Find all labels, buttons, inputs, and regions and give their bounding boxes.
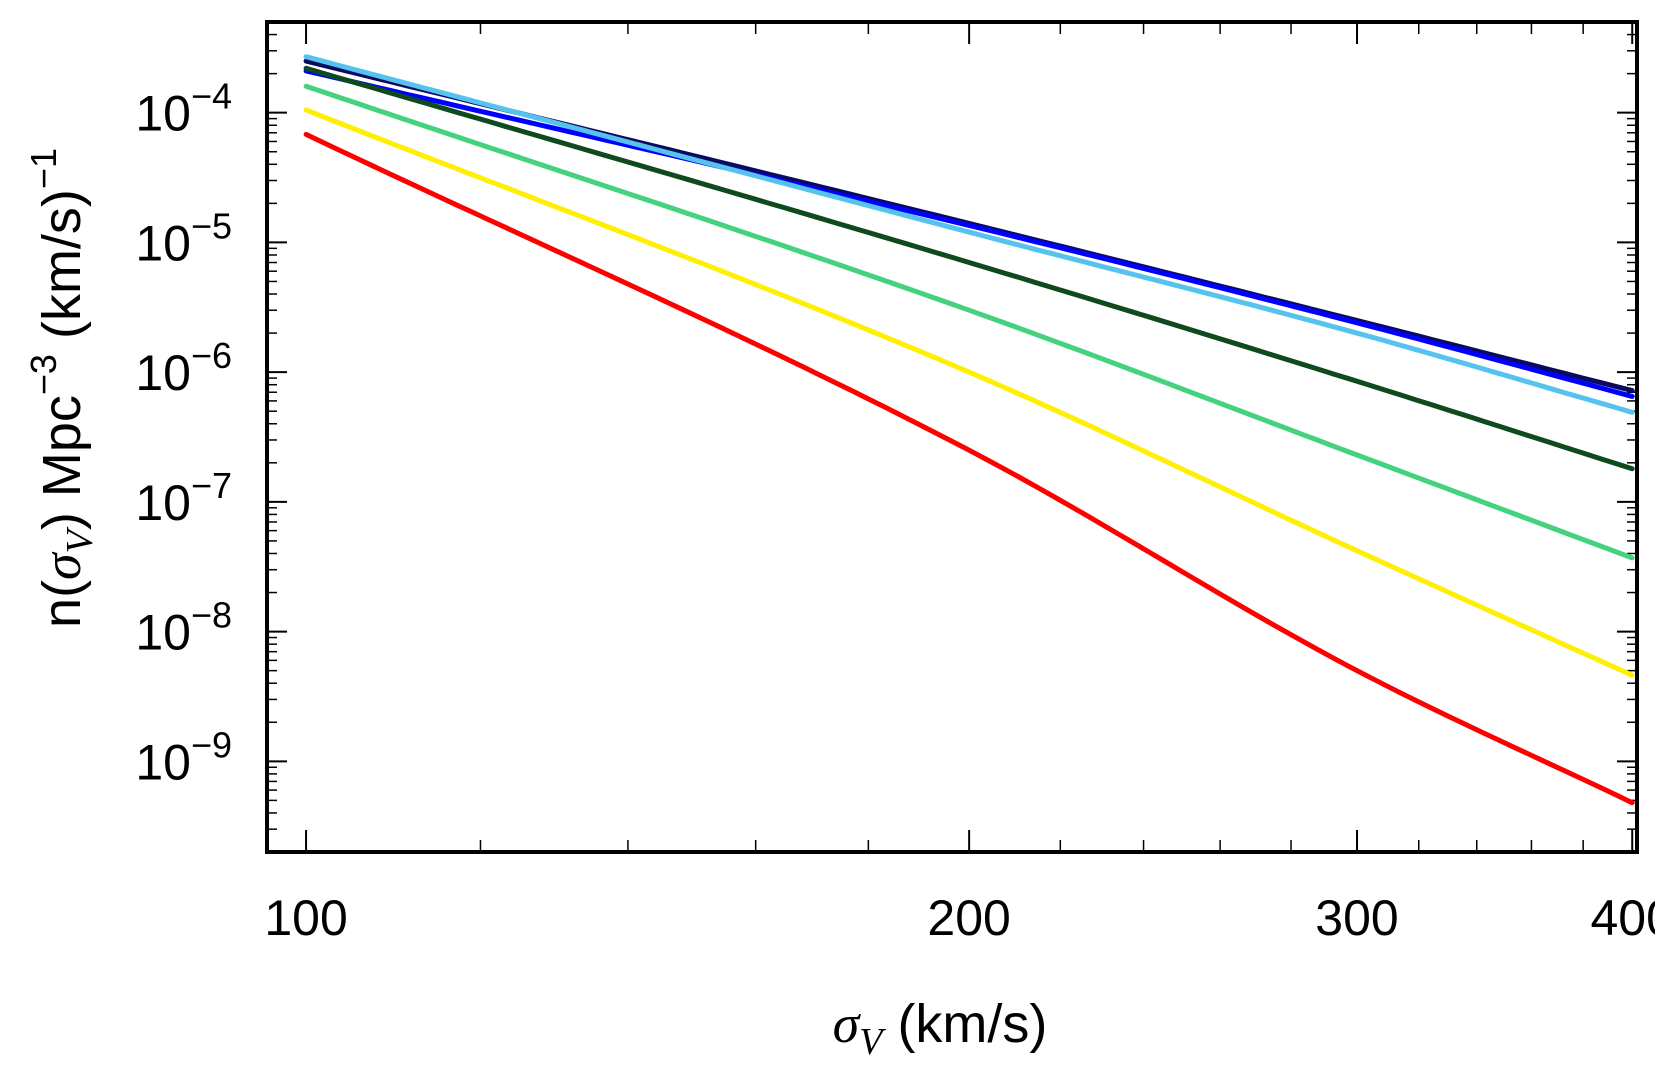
minor-ticks	[267, 21, 1637, 853]
x-axis-label: σV (km/s)	[833, 994, 1048, 1063]
major-ticks	[267, 22, 1637, 852]
y-tick-label: 10−7	[135, 465, 232, 531]
x-tick-label: 200	[927, 890, 1010, 946]
y-tick-label: 10−8	[135, 595, 232, 661]
plot-frame	[265, 20, 1639, 854]
series-line-sky-blue	[303, 54, 1635, 415]
series-group	[303, 54, 1635, 806]
x-tick-label: 300	[1315, 890, 1398, 946]
series-line-light-green	[303, 83, 1635, 561]
y-tick-label: 10−5	[135, 205, 232, 271]
x-tick-label: 100	[264, 890, 347, 946]
y-tick-label: 10−6	[135, 335, 232, 401]
x-tick-labels: 100 200 300 400	[264, 890, 1655, 946]
series-line-blue	[303, 68, 1635, 399]
series-line-dark-green	[303, 65, 1635, 472]
series-line-yellow	[303, 107, 1635, 678]
y-tick-label: 10−4	[135, 76, 232, 142]
y-tick-label: 10−9	[135, 724, 232, 790]
x-tick-label: 400	[1591, 890, 1655, 946]
series-line-red	[303, 131, 1635, 806]
y-tick-labels: 10−4 10−5 10−6 10−7 10−8 10−9	[135, 76, 232, 791]
y-axis-label: n(σV) Mpc−3 (km/s)−1	[23, 148, 101, 628]
